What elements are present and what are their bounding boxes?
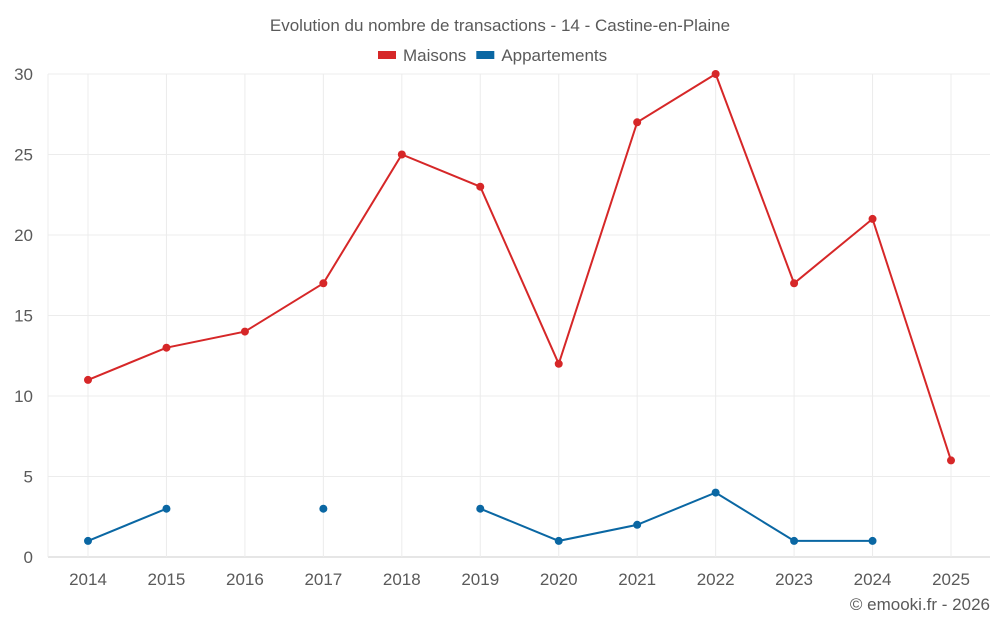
data-point [240, 327, 249, 336]
data-point [554, 359, 563, 368]
legend-swatch [378, 51, 396, 59]
legend-label: Maisons [403, 46, 466, 65]
data-point [319, 504, 328, 513]
x-tick-label: 2018 [383, 570, 421, 589]
data-point [476, 504, 485, 513]
series-line [479, 491, 873, 542]
legend-label: Appartements [501, 46, 607, 65]
legend: Maisons Appartements [378, 46, 607, 65]
data-point [868, 536, 877, 545]
data-point [162, 343, 171, 352]
data-point [162, 504, 171, 513]
data-point [711, 488, 720, 497]
y-tick-label: 10 [14, 387, 33, 406]
x-tick-label: 2021 [618, 570, 656, 589]
copyright: © emooki.fr - 2026 [850, 595, 990, 614]
x-tick-label: 2017 [304, 570, 342, 589]
data-point [868, 214, 877, 223]
data-point [319, 279, 328, 288]
series-group [84, 70, 955, 545]
legend-swatch [476, 51, 495, 59]
x-tick-label: 2024 [854, 570, 892, 589]
data-point [790, 279, 799, 288]
chart-title: Evolution du nombre de transactions - 14… [270, 16, 730, 35]
x-tick-label: 2020 [540, 570, 578, 589]
series-line [87, 507, 167, 542]
y-tick-label: 25 [14, 146, 33, 165]
x-tick-label: 2023 [775, 570, 813, 589]
x-tick-label: 2022 [697, 570, 735, 589]
data-point [397, 150, 406, 159]
data-point [554, 536, 563, 545]
y-tick-label: 5 [24, 468, 33, 487]
data-point [84, 375, 92, 384]
y-tick-label: 15 [14, 307, 33, 326]
x-tick-label: 2015 [148, 570, 186, 589]
y-tick-label: 0 [24, 548, 33, 567]
x-tick-label: 2016 [226, 570, 264, 589]
x-tick-label: 2025 [932, 570, 970, 589]
data-point [711, 70, 720, 78]
data-point [947, 456, 955, 465]
data-point [633, 118, 642, 127]
data-point [790, 536, 799, 545]
data-point [476, 182, 485, 191]
series-line [87, 72, 952, 461]
x-tick-label: 2014 [69, 570, 107, 589]
x-tick-label: 2019 [461, 570, 499, 589]
y-tick-label: 20 [14, 226, 33, 245]
y-tick-label: 30 [14, 65, 33, 84]
data-point [84, 536, 92, 545]
data-point [633, 520, 642, 529]
grid [47, 73, 990, 558]
